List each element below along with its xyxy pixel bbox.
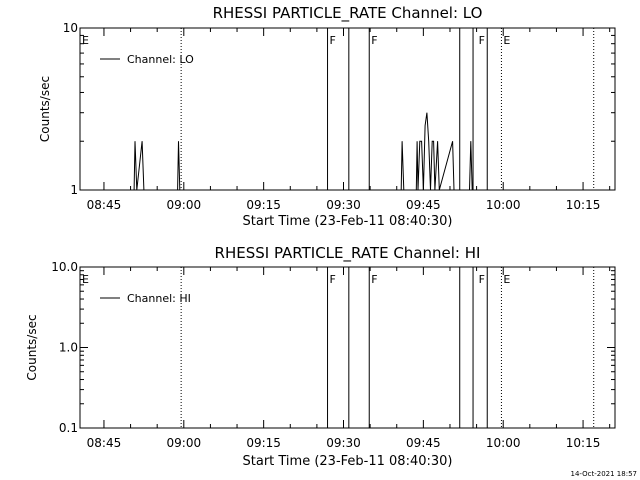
flag-label: F: [330, 34, 336, 47]
y-tick-label: 1: [70, 183, 78, 197]
x-tick-label: 10:00: [486, 198, 521, 212]
x-tick-label: 10:00: [486, 436, 521, 450]
x-axis-label: Start Time (23-Feb-11 08:40:30): [243, 214, 453, 229]
x-tick-label: 09:15: [246, 436, 281, 450]
flag-label: F: [330, 273, 336, 286]
chart-title: RHESSI PARTICLE_RATE Channel: HI: [215, 244, 481, 263]
legend-entry: Channel: LO: [127, 53, 194, 66]
chart-panel-hi: RHESSI PARTICLE_RATE Channel: HI Counts/s…: [25, 244, 616, 469]
y-axis-label: Counts/sec: [25, 314, 39, 380]
x-axis-label: Start Time (23-Feb-11 08:40:30): [243, 454, 453, 469]
x-tick-label: 09:00: [167, 436, 202, 450]
y-tick-label: 1.0: [59, 341, 78, 355]
x-tick-label: 09:15: [246, 198, 281, 212]
flag-label: E: [503, 273, 510, 286]
x-tick-label: 09:00: [167, 198, 202, 212]
flag-label: E: [503, 34, 510, 47]
chart-title: RHESSI PARTICLE_RATE Channel: LO: [213, 4, 483, 23]
flag-label: F: [371, 34, 377, 47]
y-tick-label: 0.1: [59, 421, 78, 435]
x-tick-label: 08:45: [87, 198, 122, 212]
x-tick-label: 09:45: [406, 436, 441, 450]
y-axis-label: Counts/sec: [38, 76, 52, 142]
legend-entry: Channel: HI: [127, 292, 191, 305]
x-tick-label: 09:45: [406, 198, 441, 212]
x-tick-label: 09:30: [326, 436, 361, 450]
flag-label: F: [371, 273, 377, 286]
footer-timestamp: 14-Oct-2021 18:57: [571, 470, 637, 478]
flag-label: E: [82, 34, 89, 47]
series-line-lo: [133, 112, 473, 191]
y-tick-label: 10.0: [51, 260, 78, 274]
x-tick-label: 10:15: [566, 198, 601, 212]
flag-label: F: [479, 273, 485, 286]
x-tick-label: 08:45: [87, 436, 122, 450]
flag-label: F: [479, 34, 485, 47]
y-tick-label: 10: [63, 21, 78, 35]
x-tick-label: 09:30: [326, 198, 361, 212]
x-tick-label: 10:15: [566, 436, 601, 450]
flag-label: E: [82, 273, 89, 286]
chart-panel-lo: RHESSI PARTICLE_RATE Channel: LO Counts/s…: [38, 4, 616, 229]
